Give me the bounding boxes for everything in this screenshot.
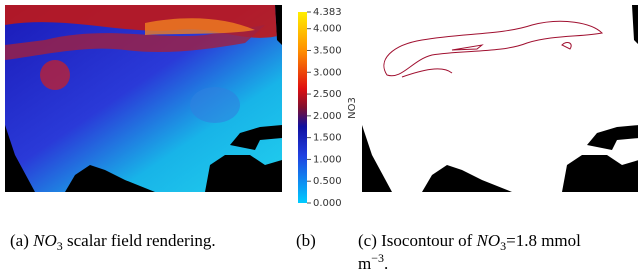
colorbar-tick-label: 1.500 — [313, 133, 342, 144]
caption-a: (a) NO3 scalar field rendering. — [10, 231, 216, 254]
colorbar-tick-label: 2.000 — [313, 111, 342, 122]
caption-b: (b) — [296, 231, 316, 250]
figure: 4.383 4.000 3.500 3.000 2.500 2.000 1.500 1.000… — [0, 0, 638, 278]
caption-c: (c) Isocontour of NO3=1.8 mmol — [358, 231, 581, 253]
colorbar-title: NO3 — [347, 97, 358, 119]
colorbar-tick-label: 0.500 — [313, 176, 342, 187]
isocontour-panel — [362, 5, 638, 192]
caption-c-unit: m−3. — [358, 251, 388, 273]
scalar-field-panel — [5, 5, 282, 192]
colorbar-tick-label: 1.000 — [313, 154, 342, 165]
colorbar-tick-label: 4.383 — [313, 7, 342, 18]
colorbar-tick-label: 4.000 — [313, 24, 342, 35]
colorbar-tick-label: 3.500 — [313, 45, 342, 56]
colorbar-tick-label: 0.000 — [313, 198, 342, 209]
colorbar-tick-label: 2.500 — [313, 89, 342, 100]
colorbar — [298, 12, 307, 203]
colorbar-tick-label: 3.000 — [313, 67, 342, 78]
